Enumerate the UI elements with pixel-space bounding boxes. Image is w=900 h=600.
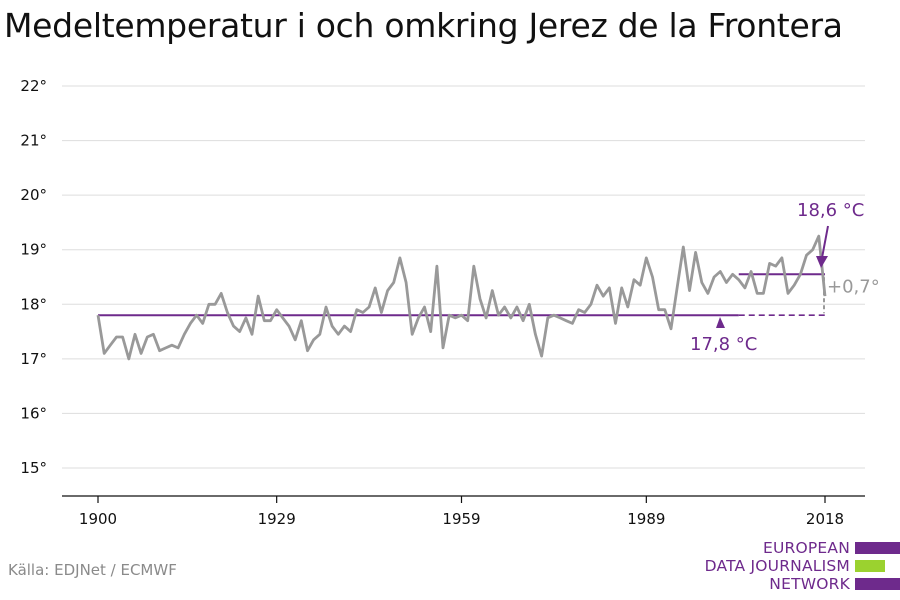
baseline-average-arrow-head (716, 317, 725, 328)
chart-title: Medeltemperatur i och omkring Jerez de l… (4, 6, 843, 45)
x-axis: 1900 1929 1959 1989 2018 (62, 495, 865, 528)
logo-line-1: EUROPEAN (762, 539, 850, 557)
logo-bar-purple-bottom (855, 578, 900, 590)
logo-line-3: NETWORK (769, 575, 850, 593)
source-note: Källa: EDJNet / ECMWF (8, 561, 177, 579)
baseline-average-label: 17,8 °C (690, 334, 757, 355)
logo-line-2: DATA JOURNALISM (704, 557, 850, 575)
x-tick-label: 1929 (258, 510, 296, 528)
gridlines (62, 85, 865, 469)
temperature-series (96, 234, 827, 361)
recent-average-label: 18,6 °C (797, 200, 864, 221)
y-tick-label: 21° (20, 132, 47, 150)
x-tick-label: 1900 (79, 510, 117, 528)
y-tick-label: 20° (20, 186, 47, 204)
y-tick-label: 19° (20, 241, 47, 259)
logo-bar-green (855, 560, 885, 572)
y-tick-label: 17° (20, 350, 47, 368)
edjnet-logo: EUROPEAN DATA JOURNALISM NETWORK (700, 539, 900, 600)
y-tick-label: 22° (20, 77, 47, 95)
temperature-line (96, 234, 827, 361)
recent-average-arrow-shaft (821, 225, 829, 259)
y-axis-tick-labels: 15° 16° 17° 18° 19° 20° 21° 22° (20, 77, 47, 477)
y-tick-label: 18° (20, 295, 47, 313)
recent-average-arrow-head (816, 256, 828, 268)
x-tick-label: 1959 (442, 510, 480, 528)
annotations: +0,7° 18,6 °C 17,8 °C (690, 200, 880, 355)
logo-bar-purple-top (855, 542, 900, 554)
x-tick-label: 2018 (806, 510, 844, 528)
y-tick-label: 15° (20, 459, 47, 477)
difference-label: +0,7° (827, 277, 880, 298)
y-tick-label: 16° (20, 404, 47, 422)
x-tick-label: 1989 (627, 510, 665, 528)
